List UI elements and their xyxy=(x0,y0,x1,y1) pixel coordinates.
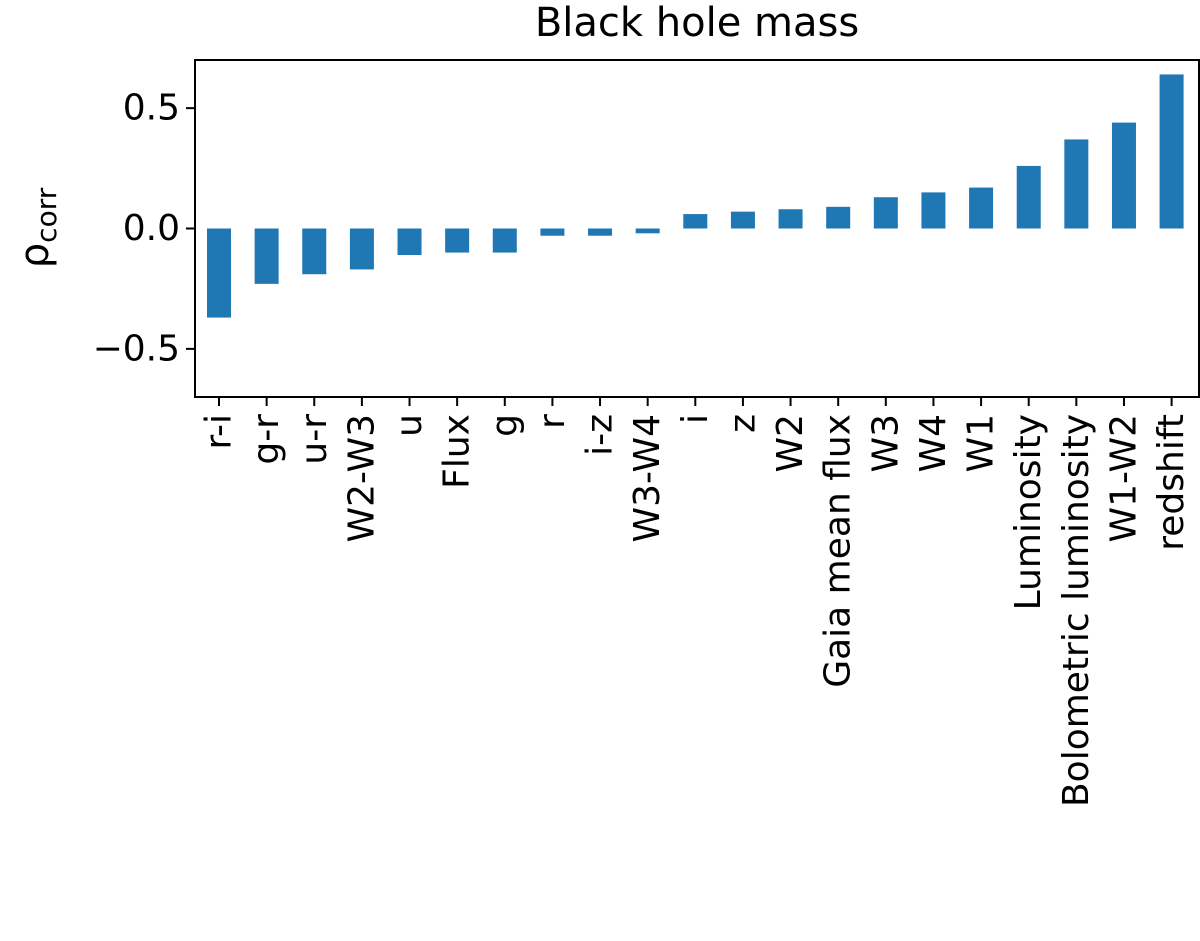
x-tick-label: Luminosity xyxy=(1008,414,1049,610)
x-tick-label: Flux xyxy=(437,414,478,489)
x-tick-label: W3-W4 xyxy=(627,414,668,543)
y-tick-label: −0.5 xyxy=(93,328,180,369)
bar xyxy=(730,211,755,229)
bar xyxy=(588,228,613,236)
y-axis-ticks: 0.5 0.0 −0.5 xyxy=(93,88,195,369)
bar xyxy=(778,209,803,229)
x-tick-label: u-r xyxy=(294,414,335,465)
bar xyxy=(445,228,470,253)
x-tick-label: W1 xyxy=(961,414,1002,473)
x-tick-label: W2 xyxy=(770,414,811,473)
bar xyxy=(873,197,898,229)
y-tick-label: 0.5 xyxy=(123,88,180,129)
x-tick-label: W3 xyxy=(865,414,906,473)
bar xyxy=(1016,165,1041,229)
x-tick-label: u xyxy=(389,414,430,437)
x-tick-label: Gaia mean flux xyxy=(818,414,859,688)
bar xyxy=(349,228,374,270)
x-tick-label: r-i xyxy=(199,414,240,450)
y-tick-label: 0.0 xyxy=(123,208,180,249)
bar xyxy=(1064,139,1089,229)
y-axis-label: ρcorr xyxy=(12,187,63,268)
bar xyxy=(254,228,279,284)
bar xyxy=(969,187,994,229)
x-tick-label: g xyxy=(484,414,525,437)
bar xyxy=(1159,74,1184,229)
bar xyxy=(207,228,231,318)
y-axis-label-symbol: ρ xyxy=(12,243,58,268)
bar xyxy=(683,214,708,229)
x-tick-label: W2-W3 xyxy=(341,414,382,543)
bar xyxy=(302,228,327,275)
plot-frame xyxy=(194,59,1200,398)
x-tick-label: i-z xyxy=(580,414,621,456)
bar xyxy=(540,228,565,236)
bars xyxy=(207,74,1184,318)
bar xyxy=(635,228,660,234)
y-axis-label-subscript: corr xyxy=(30,187,63,243)
x-axis-ticks: r-i g-r u-r W2-W3 u Flux g r i-z W3-W4 i z W2 Gaia me… xyxy=(199,397,1192,807)
bar xyxy=(826,206,851,229)
bar xyxy=(492,228,517,253)
x-tick-label: Bolometric luminosity xyxy=(1056,414,1097,807)
x-tick-label: redshift xyxy=(1151,414,1192,551)
x-tick-label: W1-W2 xyxy=(1103,414,1144,543)
x-tick-label: i xyxy=(675,414,716,424)
x-tick-label: z xyxy=(722,414,763,433)
chart-title: Black hole mass xyxy=(535,0,859,46)
bar xyxy=(921,192,946,229)
x-tick-label: W4 xyxy=(913,414,954,473)
bar xyxy=(1111,122,1136,229)
x-tick-label: r xyxy=(532,414,573,429)
x-tick-label: g-r xyxy=(246,414,287,465)
bar xyxy=(397,228,422,255)
